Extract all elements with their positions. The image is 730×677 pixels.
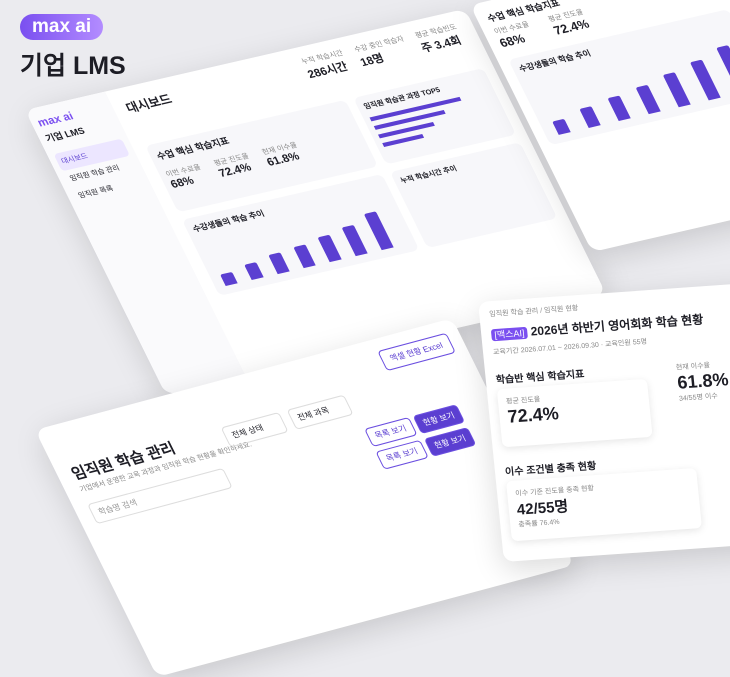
decor-bar [663, 72, 691, 107]
decor-bar [607, 95, 630, 121]
decor-bar [364, 211, 394, 250]
decor-bar [220, 272, 238, 286]
course-panel: 임직원 학습 관리 / 임직원 현황 [맥스AI] 2026년 하반기 영어회화… [478, 281, 730, 562]
decor-bar [716, 45, 730, 93]
brand: max ai 기업 LMS [20, 14, 126, 82]
decor-bar [268, 252, 289, 274]
decor-bar [244, 262, 264, 280]
label: 임직원 학습 관리 / 임직원 현황 [489, 303, 579, 319]
label: [맥스AI] [491, 327, 528, 342]
logo: max ai [20, 14, 103, 40]
decor-bar [636, 85, 661, 114]
decor-bar [293, 244, 315, 268]
label: 61.8% [676, 369, 729, 394]
label[interactable]: 전체 상태 [221, 412, 289, 447]
label: 34/55명 이수 [679, 390, 730, 404]
page: max ai 기업 LMS max ai 기업 LMS 대시보드 임직원 학습 … [0, 0, 730, 525]
label[interactable]: 현황 보기 [424, 427, 477, 457]
label: 2026년 하반기 영어회화 학습 현황 [530, 312, 704, 338]
decor-bar [690, 60, 721, 101]
label[interactable]: 전체 과목 [286, 394, 354, 429]
decor-bar [317, 235, 341, 262]
decor-bar [579, 106, 600, 128]
decor-bar [552, 119, 571, 135]
label: 대시보드 [123, 90, 175, 116]
box: 전체 상태 전체 과목 [221, 394, 354, 447]
product: 기업 LMS [20, 46, 126, 82]
export-button[interactable]: 엑셀 현황 Excel [377, 333, 456, 372]
label[interactable]: 목록 보기 [375, 440, 428, 470]
decor-bar [342, 225, 368, 256]
box: 누적 학습시간 추이 [390, 142, 558, 248]
